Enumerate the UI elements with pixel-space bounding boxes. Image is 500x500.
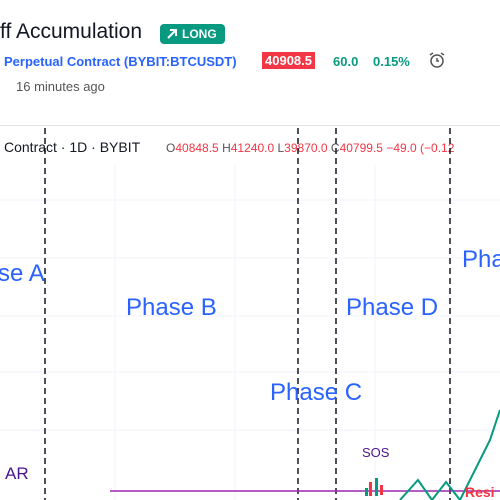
long-badge[interactable]: LONG <box>160 24 225 44</box>
c-label: C <box>330 141 340 155</box>
resistance-label: Resi <box>465 484 495 500</box>
o-label: O <box>166 141 176 155</box>
change: 60.0 <box>333 54 359 69</box>
time-ago: 16 minutes ago <box>16 79 105 94</box>
event-label: SOS <box>362 445 390 460</box>
legend-symbol: Contract · 1D · BYBIT <box>4 139 141 155</box>
grid <box>0 165 500 500</box>
phase-dividers <box>44 128 451 500</box>
h-label: H <box>222 141 231 155</box>
phase-label: Phase B <box>126 294 217 321</box>
price: 40908.5 <box>262 52 315 69</box>
phase-label: Pha <box>462 246 500 273</box>
phase-label: se A <box>0 260 45 287</box>
arrow-icon <box>167 29 177 39</box>
legend-change: −49.0 (−0.12 <box>386 141 455 155</box>
phase-label: Phase D <box>346 294 439 321</box>
idea-title: ff Accumulation <box>0 20 143 43</box>
o-value: 40848.5 <box>175 141 219 155</box>
change-pct: 0.15% <box>373 54 410 69</box>
l-label: L <box>277 141 285 155</box>
candles <box>365 478 383 496</box>
event-label: AR <box>5 464 29 483</box>
badge-text: LONG <box>182 27 217 41</box>
c-value: 40799.5 <box>339 141 383 155</box>
h-value: 41240.0 <box>230 141 275 155</box>
ohlc: O40848.5 H41240.0 L39870.0 C40799.5 −49.… <box>166 141 454 155</box>
l-value: 39870.0 <box>284 141 328 155</box>
symbol-link[interactable]: Perpetual Contract (BYBIT:BTCUSDT) <box>4 54 237 69</box>
path-projection <box>399 409 500 500</box>
divider <box>0 125 500 126</box>
alert-icon[interactable] <box>427 50 447 70</box>
phase-label: Phase C <box>270 379 363 406</box>
